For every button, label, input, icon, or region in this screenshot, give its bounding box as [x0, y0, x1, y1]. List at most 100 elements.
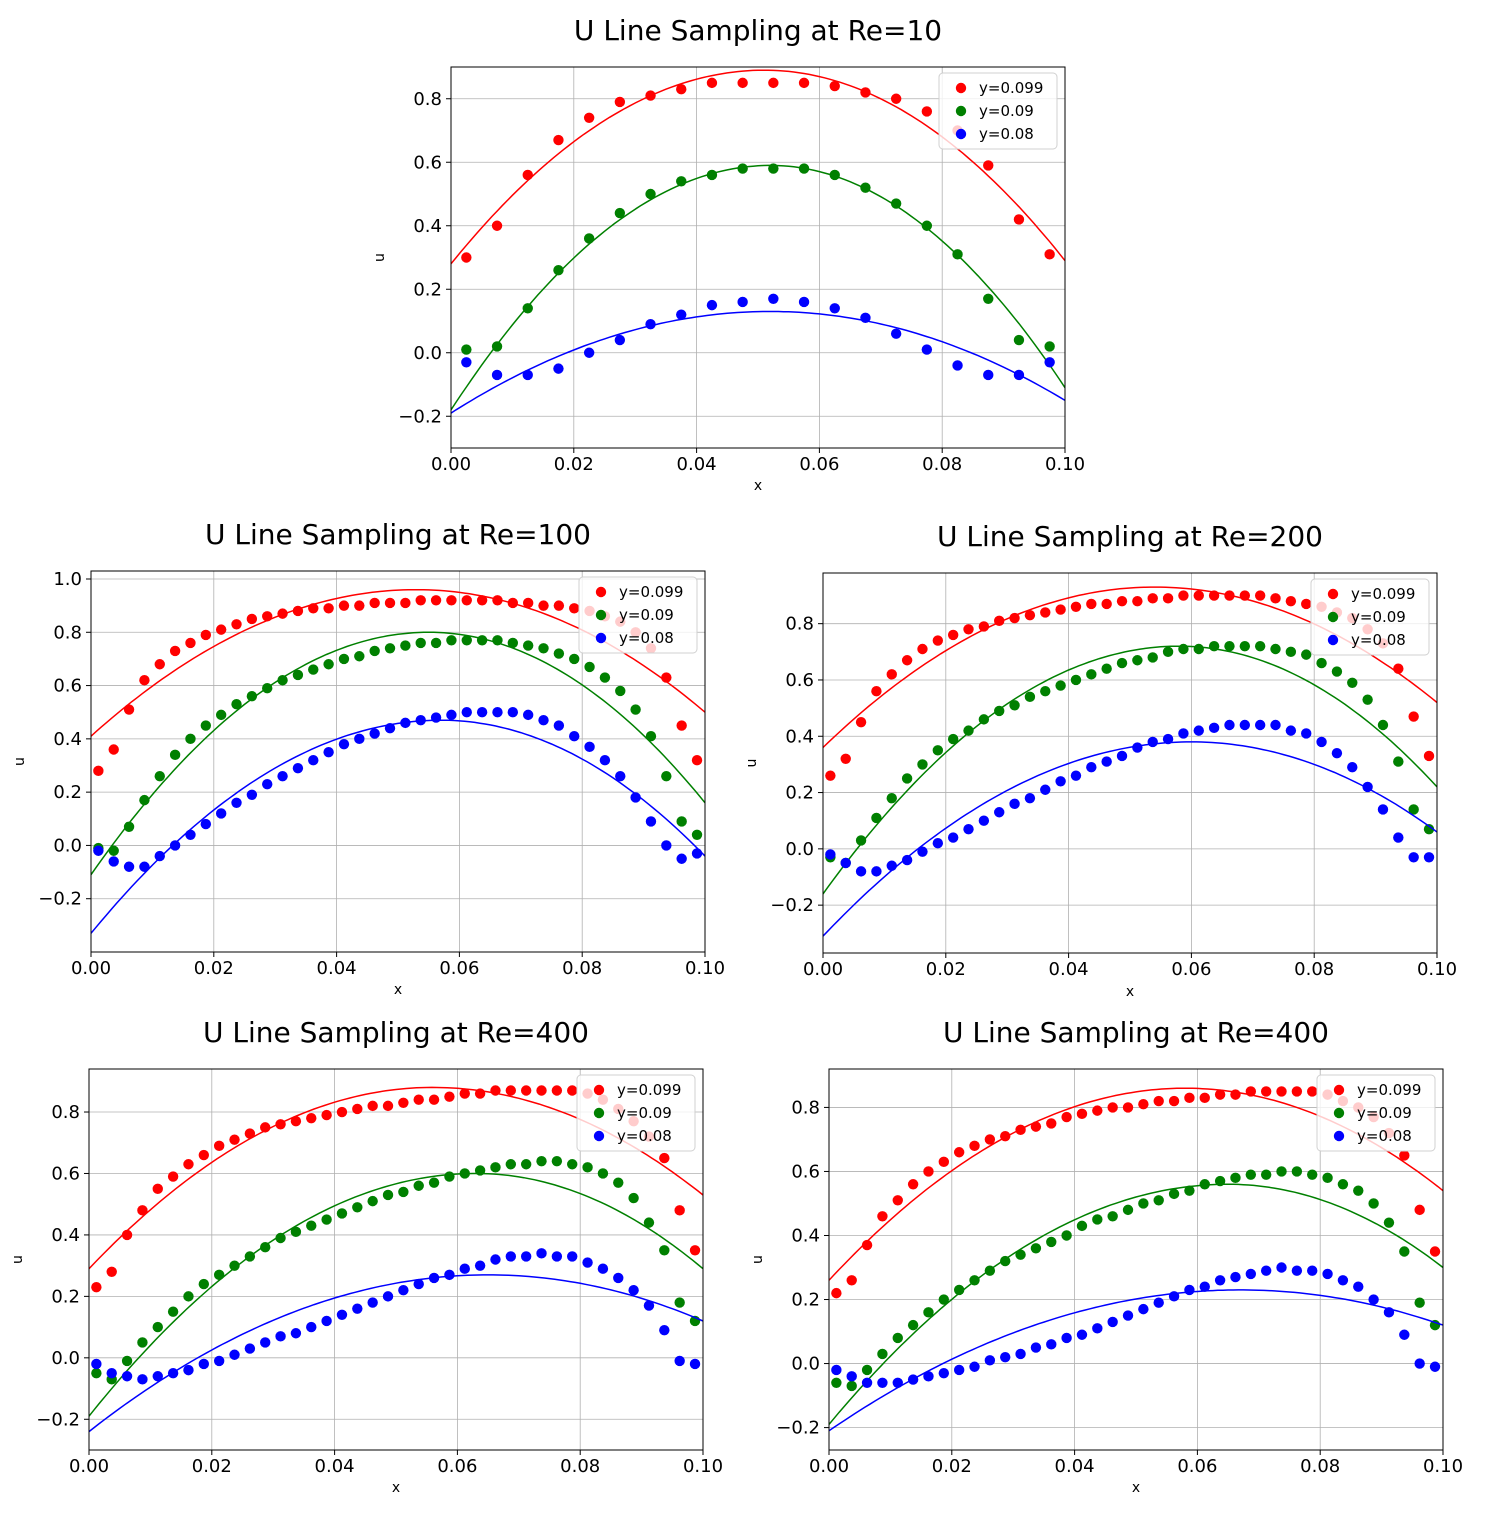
- data-point: [137, 1337, 148, 1348]
- data-point: [614, 207, 626, 219]
- data-point: [892, 1195, 903, 1206]
- chart-panel-5: U Line Sampling at Re=400 0.00 0.02 0.04 0.0…: [750, 1016, 1463, 1496]
- data-point: [583, 347, 595, 358]
- data-point: [1337, 1179, 1349, 1190]
- data-point: [953, 1147, 965, 1158]
- x-axis-label: x: [392, 1480, 400, 1496]
- data-point: [275, 1232, 286, 1244]
- data-point: [569, 730, 580, 742]
- data-point: [1193, 643, 1204, 655]
- data-point: [1307, 1086, 1318, 1097]
- fit-line-y=0.09: [823, 645, 1437, 895]
- y-tick-label: 0.2: [51, 1286, 80, 1307]
- data-point: [892, 1332, 903, 1344]
- data-point: [522, 640, 534, 651]
- data-point: [200, 720, 212, 731]
- data-point: [520, 1159, 532, 1170]
- data-point: [507, 707, 519, 718]
- data-point: [1009, 700, 1020, 711]
- x-tick-label: 0.02: [932, 1456, 972, 1477]
- data-point: [352, 1202, 363, 1213]
- data-point: [831, 1287, 842, 1299]
- x-axis-label: x: [394, 982, 402, 998]
- data-point: [674, 1205, 685, 1216]
- data-point: [336, 1309, 348, 1321]
- data-point: [1199, 1179, 1210, 1190]
- data-point: [538, 643, 549, 654]
- legend-label: y=0.099: [1357, 1081, 1421, 1099]
- legend-marker: [1333, 1130, 1345, 1142]
- data-point: [551, 1085, 563, 1096]
- y-tick-label: 0.6: [791, 1161, 820, 1182]
- data-point: [1383, 1307, 1395, 1318]
- data-point: [674, 1297, 685, 1308]
- data-point: [1046, 1118, 1057, 1129]
- data-point: [1291, 1166, 1303, 1177]
- data-point: [643, 1217, 655, 1228]
- y-tick-label: 0.8: [791, 1097, 820, 1118]
- data-point: [491, 341, 503, 352]
- data-point: [1055, 604, 1066, 615]
- data-point: [1138, 1099, 1149, 1110]
- data-point: [846, 1380, 857, 1392]
- data-point: [1184, 1092, 1195, 1104]
- x-axis-label: x: [1126, 984, 1134, 1000]
- data-point: [338, 600, 350, 611]
- y-tick-label: 0.4: [791, 1225, 820, 1246]
- legend-label: y=0.09: [619, 606, 674, 624]
- data-point: [963, 725, 974, 736]
- data-point: [676, 309, 687, 320]
- data-point: [1331, 666, 1343, 677]
- data-point: [947, 733, 959, 745]
- data-point: [490, 1085, 501, 1096]
- data-point: [890, 198, 902, 209]
- data-point: [798, 77, 810, 89]
- data-point: [1199, 1281, 1210, 1292]
- data-point: [1408, 804, 1419, 815]
- data-point: [1270, 593, 1281, 604]
- data-point: [829, 169, 840, 181]
- x-tick-label: 0.10: [1423, 1456, 1463, 1477]
- data-point: [969, 1361, 980, 1372]
- data-point: [413, 1180, 424, 1191]
- data-point: [994, 807, 1005, 818]
- data-point: [152, 1183, 163, 1195]
- data-point: [1399, 1246, 1410, 1257]
- data-point: [277, 675, 288, 686]
- data-point: [520, 1251, 532, 1262]
- data-point: [1013, 334, 1025, 346]
- data-point: [277, 770, 288, 782]
- data-point: [768, 163, 779, 174]
- data-point: [91, 1358, 102, 1370]
- y-tick-label: −0.2: [38, 889, 82, 910]
- data-point: [1301, 728, 1312, 739]
- data-point: [231, 699, 242, 710]
- data-point: [262, 611, 273, 622]
- data-point: [413, 1278, 424, 1290]
- data-point: [384, 643, 396, 654]
- data-point: [1024, 792, 1036, 804]
- data-point: [229, 1260, 240, 1271]
- data-point: [1245, 1268, 1257, 1280]
- data-point: [829, 80, 840, 92]
- x-tick-label: 0.00: [431, 454, 471, 475]
- data-point: [213, 1140, 225, 1152]
- legend-marker: [955, 105, 967, 117]
- data-point: [1101, 756, 1112, 767]
- data-point: [369, 645, 380, 657]
- data-point: [969, 1140, 980, 1152]
- data-point: [1076, 1220, 1088, 1232]
- data-point: [1122, 1310, 1134, 1321]
- data-point: [938, 1367, 950, 1379]
- data-point: [474, 1260, 486, 1271]
- y-tick-label: 0.2: [791, 1290, 820, 1311]
- data-point: [831, 1377, 842, 1388]
- data-point: [352, 1303, 363, 1314]
- data-point: [1061, 1230, 1072, 1241]
- data-point: [569, 653, 580, 665]
- data-point: [290, 1226, 302, 1238]
- data-point: [367, 1195, 378, 1207]
- data-point: [659, 1152, 670, 1164]
- data-point: [659, 1245, 670, 1256]
- y-tick-label: 1.0: [53, 569, 82, 590]
